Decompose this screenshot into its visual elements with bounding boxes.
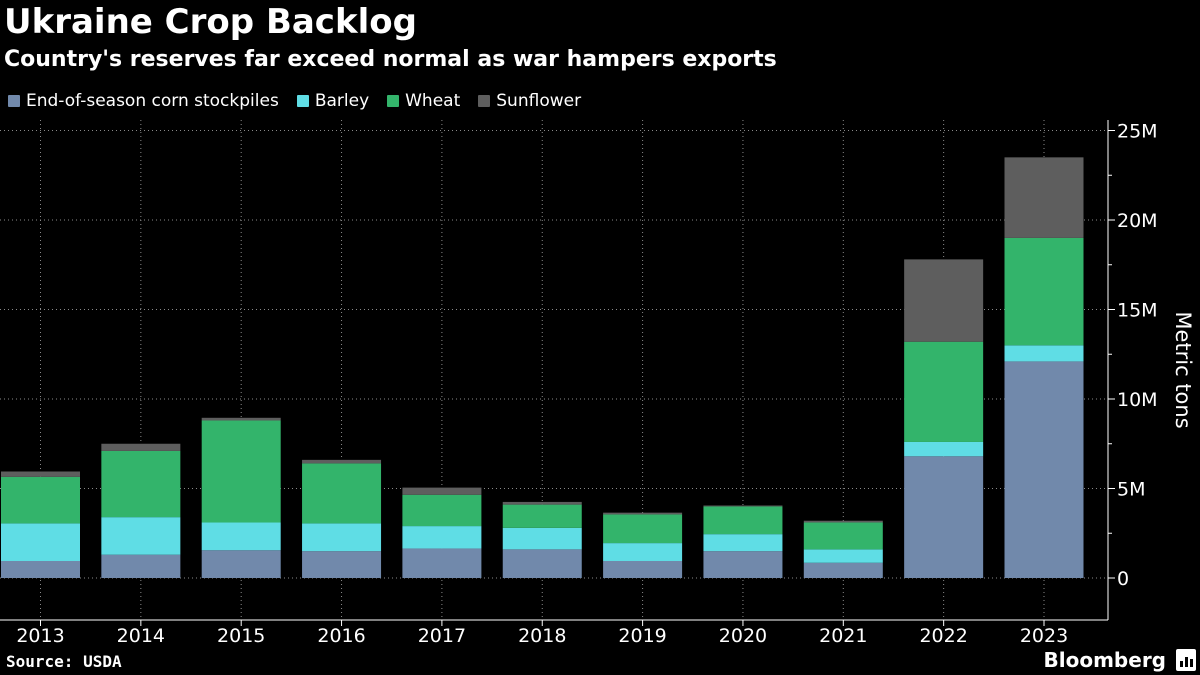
y-tick-label: 0 [1117, 568, 1129, 590]
source-note: Source: USDA [6, 652, 122, 671]
bar-end-of-season-2015 [201, 550, 281, 578]
bar-barley-2023 [1004, 345, 1084, 362]
x-tick-label: 2023 [1020, 625, 1068, 647]
bar-barley-2018 [502, 527, 582, 550]
bar-barley-2019 [603, 543, 683, 561]
legend: End-of-season corn stockpiles Barley Whe… [8, 90, 599, 112]
x-tick-label: 2018 [518, 625, 566, 647]
bar-end-of-season-2023 [1004, 361, 1084, 578]
bar-wheat-2017 [402, 494, 482, 527]
legend-item-barley: Barley [296, 91, 370, 111]
legend-label-sunflower: Sunflower [496, 91, 582, 111]
legend-item-corn: End-of-season corn stockpiles [8, 91, 279, 111]
bar-wheat-2020 [703, 506, 783, 535]
legend-label-corn: End-of-season corn stockpiles [26, 91, 279, 111]
bar-barley-2016 [302, 523, 382, 552]
bar-end-of-season-2021 [803, 562, 883, 578]
bloomberg-terminal-icon [1176, 649, 1196, 671]
legend-swatch-sunflower [478, 95, 491, 107]
bar-sunflower-2017 [402, 487, 482, 495]
x-tick-label: 2022 [919, 625, 967, 647]
bar-end-of-season-2016 [302, 551, 382, 578]
x-tick-label: 2021 [819, 625, 867, 647]
bar-barley-2021 [803, 549, 883, 563]
x-tick-label: 2015 [217, 625, 265, 647]
bar-sunflower-2021 [803, 520, 883, 523]
chart-title: Ukraine Crop Backlog [4, 2, 417, 42]
bar-sunflower-2018 [502, 501, 582, 505]
bar-barley-2013 [1, 523, 80, 561]
bar-end-of-season-2020 [703, 551, 783, 578]
bar-wheat-2023 [1004, 237, 1084, 346]
legend-swatch-wheat [387, 95, 400, 107]
bars-layer [1, 157, 1084, 578]
bar-end-of-season-2017 [402, 548, 482, 578]
legend-label-wheat: Wheat [405, 91, 461, 111]
bar-sunflower-2020 [703, 505, 783, 507]
bar-wheat-2014 [101, 450, 181, 518]
bar-end-of-season-2019 [603, 560, 683, 578]
y-axis-title: Metric tons [1171, 311, 1195, 428]
bar-wheat-2016 [302, 463, 382, 524]
bar-sunflower-2015 [201, 417, 281, 421]
bar-wheat-2022 [904, 341, 984, 442]
x-tick-label: 2020 [719, 625, 767, 647]
bar-wheat-2018 [502, 504, 582, 528]
bar-wheat-2019 [603, 514, 683, 544]
x-tick-label: 2016 [317, 625, 365, 647]
x-tick-label: 2019 [618, 625, 666, 647]
bar-barley-2017 [402, 526, 482, 549]
bar-wheat-2013 [1, 476, 80, 524]
bar-sunflower-2014 [101, 443, 181, 451]
axis-layer: 0 5M 10M 15M 20M 25M Metric tons 2013 2014 2015 20… [0, 120, 1195, 647]
y-tick-label: 5M [1117, 479, 1145, 501]
bar-wheat-2015 [201, 420, 281, 523]
legend-swatch-barley [296, 95, 309, 107]
y-tick-label: 15M [1117, 300, 1158, 322]
x-tick-label: 2013 [16, 625, 64, 647]
legend-item-sunflower: Sunflower [478, 91, 581, 111]
y-tick-label: 20M [1117, 210, 1158, 232]
legend-label-barley: Barley [314, 91, 370, 111]
bar-end-of-season-2013 [1, 560, 80, 578]
chart-subtitle: Country's reserves far exceed normal as … [4, 47, 777, 72]
y-tick-label: 25M [1117, 121, 1158, 143]
x-tick-label: 2014 [117, 625, 165, 647]
legend-item-wheat: Wheat [387, 91, 460, 111]
bloomberg-logo: Bloomberg [1043, 648, 1166, 672]
legend-swatch-corn [8, 95, 20, 107]
bar-end-of-season-2022 [904, 456, 984, 578]
bar-end-of-season-2018 [502, 549, 582, 578]
bar-sunflower-2023 [1004, 157, 1084, 238]
bar-sunflower-2022 [904, 259, 984, 342]
bar-sunflower-2019 [603, 512, 683, 515]
bar-barley-2020 [703, 534, 783, 552]
bar-barley-2022 [904, 441, 984, 457]
bar-barley-2014 [101, 517, 181, 555]
y-tick-label: 10M [1117, 389, 1158, 411]
bar-barley-2015 [201, 522, 281, 551]
bar-end-of-season-2014 [101, 554, 181, 578]
bar-sunflower-2016 [302, 459, 382, 464]
bar-sunflower-2013 [1, 471, 80, 477]
x-tick-label: 2017 [418, 625, 466, 647]
bar-wheat-2021 [803, 522, 883, 550]
